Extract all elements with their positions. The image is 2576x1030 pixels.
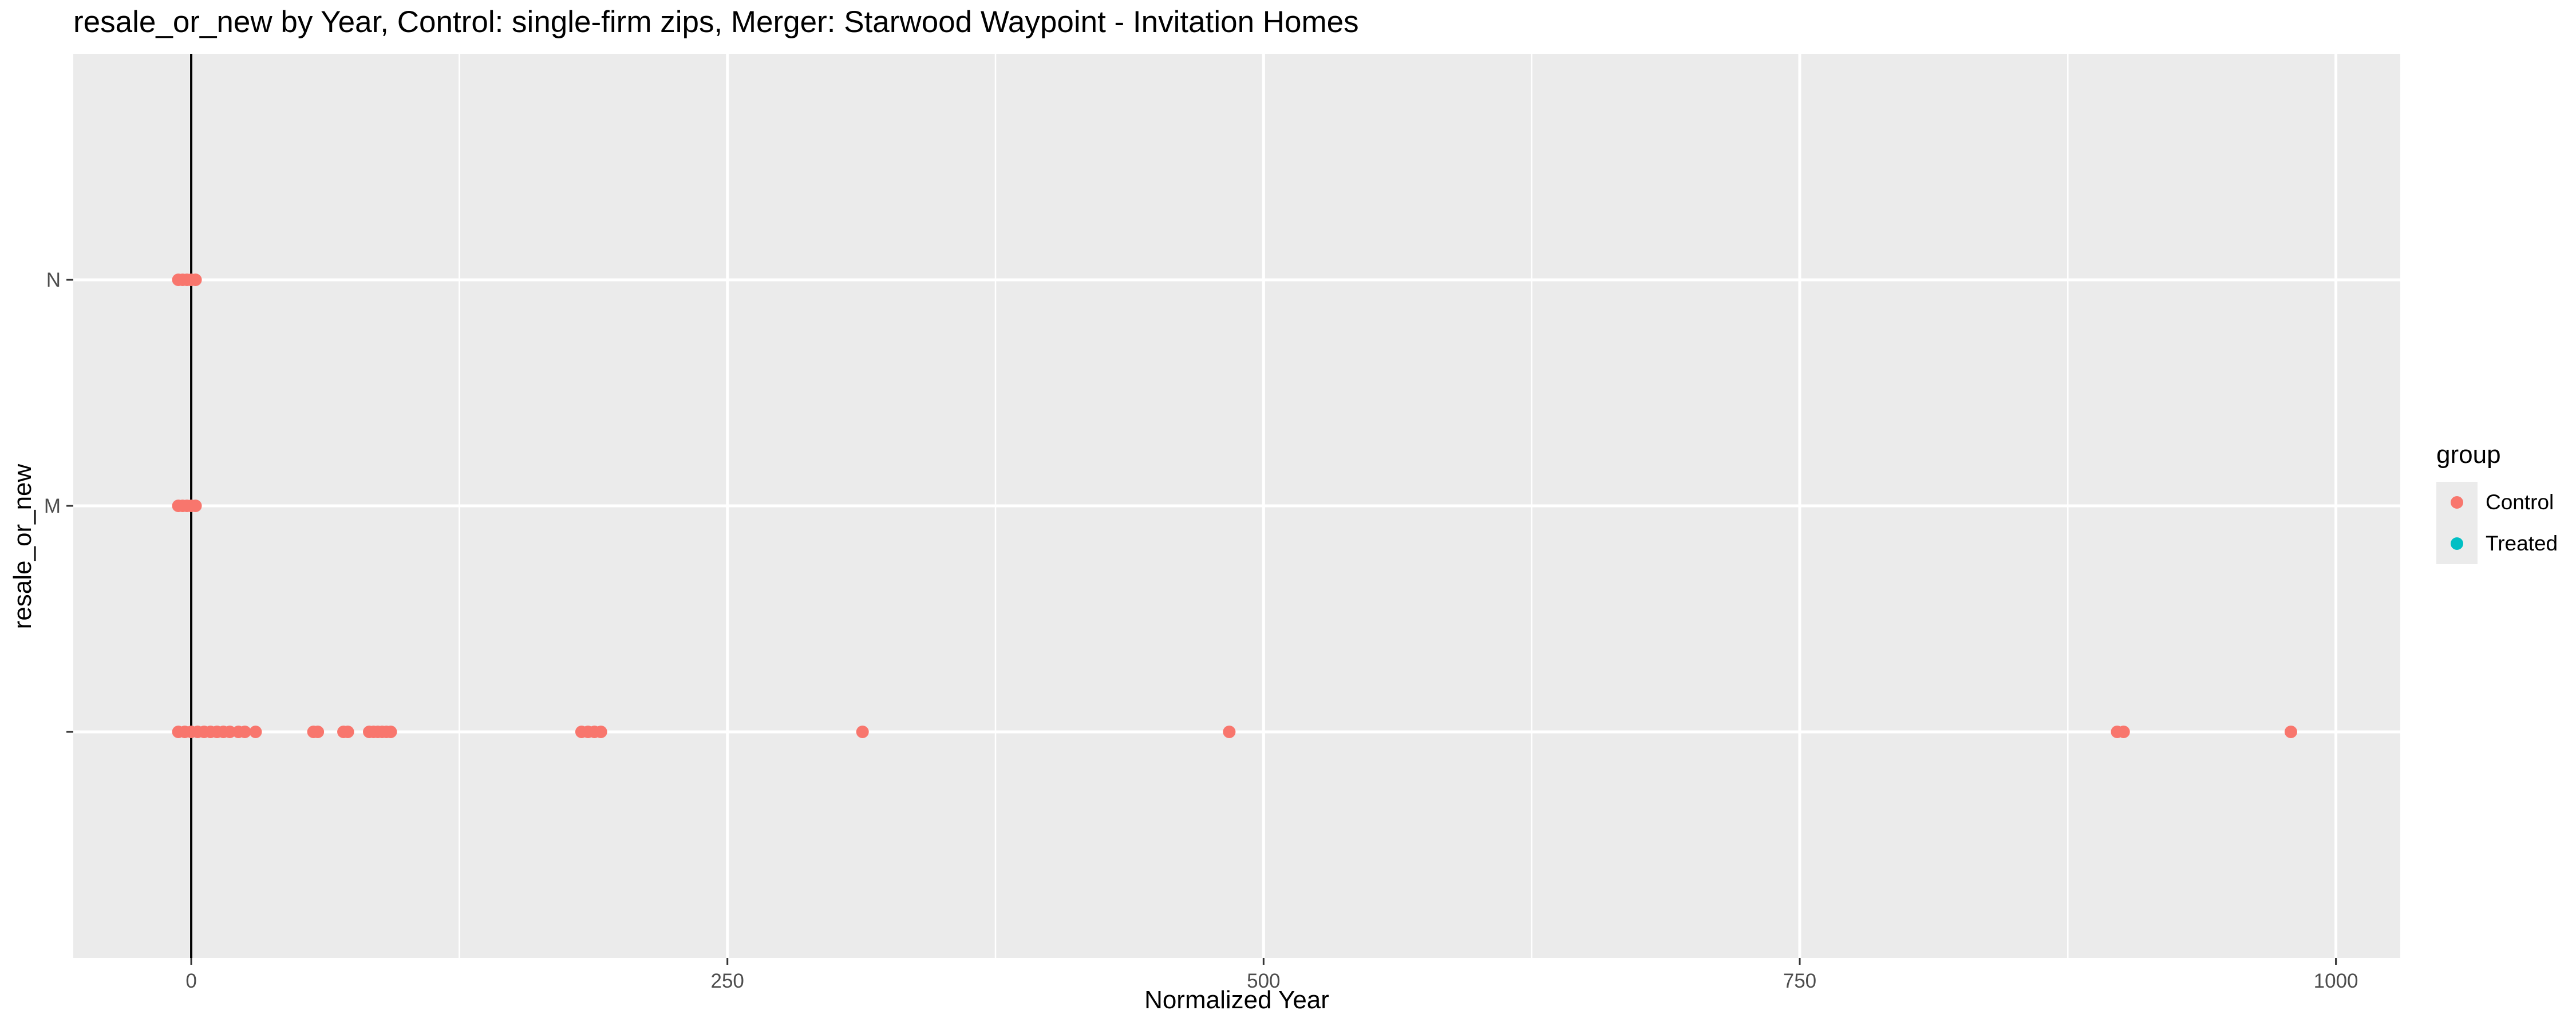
- x-tick-label: 0: [185, 970, 196, 992]
- data-point: [341, 726, 354, 738]
- data-point: [856, 726, 869, 738]
- data-point: [311, 726, 325, 738]
- legend: group Control Treated: [2436, 441, 2558, 564]
- data-point: [249, 726, 262, 738]
- x-tick-label: 750: [1783, 970, 1816, 992]
- data-point: [2117, 726, 2130, 738]
- x-tick-label: 1000: [2314, 970, 2358, 992]
- data-point: [2284, 726, 2297, 738]
- legend-title: group: [2436, 441, 2501, 469]
- data-point: [189, 500, 202, 512]
- x-axis-title: Normalized Year: [1144, 986, 1329, 1014]
- data-point: [238, 726, 251, 738]
- axes: 0 250 500 750 1000 M N: [44, 269, 2358, 992]
- y-tick-label: N: [46, 269, 61, 291]
- legend-dot-icon: [2451, 537, 2463, 550]
- data-points: [172, 274, 2297, 738]
- chart-title: resale_or_new by Year, Control: single-f…: [73, 5, 1359, 39]
- legend-item-treated: Treated: [2436, 523, 2558, 564]
- data-point: [189, 274, 202, 286]
- x-tick-label: 500: [1247, 970, 1280, 992]
- data-point: [384, 726, 397, 738]
- legend-item-control: Control: [2436, 482, 2558, 523]
- legend-key: [2436, 482, 2478, 523]
- y-axis-title: resale_or_new: [9, 464, 37, 629]
- legend-key: [2436, 523, 2478, 564]
- data-point: [1223, 726, 1236, 738]
- legend-dot-icon: [2451, 496, 2463, 509]
- data-point: [594, 726, 607, 738]
- legend-label: Treated: [2486, 532, 2558, 555]
- legend-label: Control: [2486, 490, 2554, 514]
- x-tick-label: 250: [710, 970, 744, 992]
- y-tick-label: M: [44, 495, 61, 517]
